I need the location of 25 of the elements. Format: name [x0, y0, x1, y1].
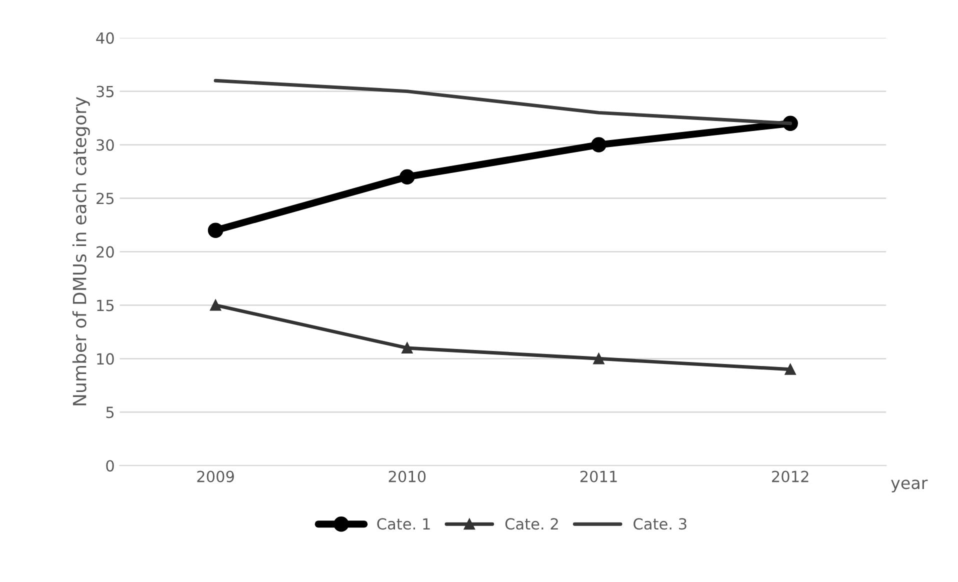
point: [210, 300, 222, 311]
y-tick-label: 30: [96, 139, 114, 151]
point: [402, 342, 413, 354]
legend-label: Cate. 3: [634, 518, 686, 530]
y-tick-label: 35: [96, 86, 114, 98]
y-axis-title: Number of DMUs in each category: [72, 96, 90, 406]
point: [400, 169, 415, 184]
legend-label: Cate. 1: [377, 518, 430, 530]
y-tick-label: 5: [106, 406, 114, 418]
y-tick-label: 15: [97, 300, 114, 312]
x-tick-label: 2012: [772, 470, 808, 482]
x-tick-label: 2010: [388, 470, 426, 482]
y-tick-label: 25: [96, 192, 114, 204]
point: [784, 364, 796, 375]
x-tick-label: 2009: [197, 470, 234, 482]
y-tick-label: 40: [96, 32, 114, 44]
y-tick-label: 10: [97, 353, 114, 365]
y-tick-label: 0: [106, 460, 114, 472]
point: [591, 137, 606, 152]
y-tick-label: 20: [96, 246, 114, 258]
x-tick-label: 2011: [580, 470, 617, 482]
point: [208, 222, 224, 238]
legend-label: Cate. 2: [505, 518, 558, 530]
x-axis-title: year: [891, 480, 928, 492]
point: [593, 353, 604, 364]
